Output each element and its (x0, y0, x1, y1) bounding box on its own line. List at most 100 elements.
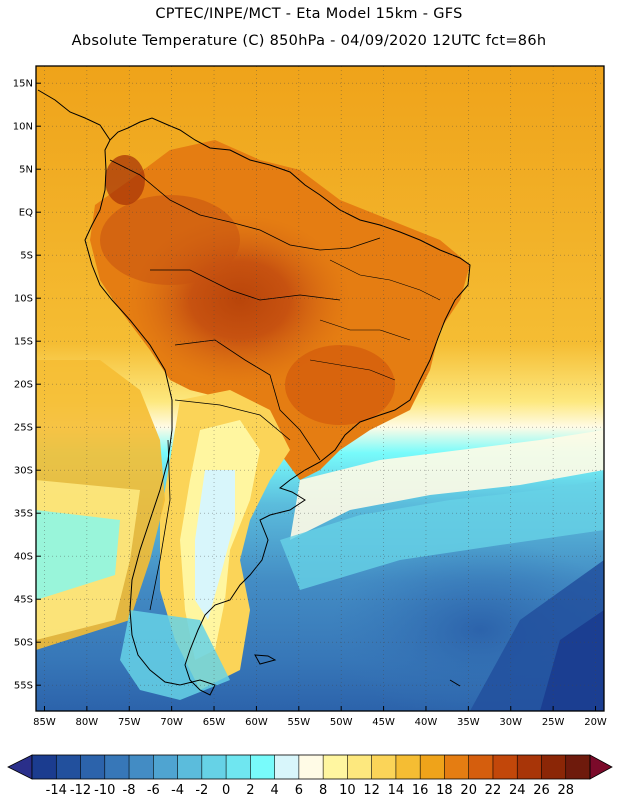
lat-tick-label: 30S (14, 466, 33, 477)
lon-tick-label: 40W (415, 717, 438, 728)
lat-tick-label: 15S (14, 337, 33, 348)
latitude-axis: 15N 10N 5N EQ 5S 10S 15S 20S 25S 30S 35S 40S 45S 50S 5… (13, 79, 41, 692)
colorbar-label: 20 (460, 783, 477, 798)
colorbar-swatch (517, 755, 542, 779)
colorbar-over-arrow (589, 754, 613, 780)
colorbar-label: 22 (485, 783, 502, 798)
lat-tick-label: 20S (14, 380, 33, 391)
colorbar-under-arrow (7, 754, 33, 780)
lon-tick-label: 25W (542, 717, 565, 728)
lon-tick-label: 45W (372, 717, 395, 728)
colorbar-label: -2 (195, 783, 208, 798)
map-frame (35, 65, 605, 712)
colorbar-swatch (444, 755, 470, 779)
colorbar-swatch (32, 755, 57, 779)
colorbar-label: 6 (295, 783, 303, 798)
colorbar-label: -6 (147, 783, 160, 798)
colorbar-label: -14 (46, 783, 67, 798)
border-argentina-north (174, 399, 291, 441)
colorbar-label: 18 (436, 783, 453, 798)
graticule (36, 66, 604, 711)
colorbar-swatch (468, 755, 494, 779)
colorbar-label: -4 (171, 783, 184, 798)
colorbar-swatch (492, 755, 518, 779)
cold-air-band (280, 480, 604, 590)
colorbar-swatch (395, 755, 421, 779)
front-band (290, 430, 604, 540)
colorbar-label: -12 (70, 783, 91, 798)
colorbar-swatch (129, 755, 154, 779)
hot-spot-colombia (105, 155, 145, 205)
patagonia-cool (195, 470, 235, 620)
lat-tick-label: 50S (14, 638, 33, 649)
colorbar-label: 10 (339, 783, 356, 798)
colorbar-label: 14 (388, 783, 405, 798)
lat-tick-label: 45S (14, 595, 33, 606)
lon-tick-label: 80W (76, 717, 99, 728)
colorbar-swatch (153, 755, 179, 779)
lat-tick-label: 55S (14, 681, 33, 692)
colorbar-label: 28 (557, 783, 574, 798)
colorbar-swatch (274, 755, 300, 779)
colorbar-swatch (298, 755, 324, 779)
title-line-2: Absolute Temperature (C) 850hPa - 04/09/… (71, 33, 547, 49)
brazil-state-borders (309, 259, 441, 381)
lat-tick-label: 5S (20, 251, 33, 262)
colorbar-label: 2 (246, 783, 254, 798)
lat-tick-label: 5N (19, 165, 33, 176)
colorbar-swatch (250, 755, 276, 779)
lon-tick-label: 50W (330, 717, 353, 728)
lon-tick-label: 65W (203, 717, 226, 728)
hot-core-amazon (100, 195, 240, 285)
lon-tick-label: 70W (160, 717, 183, 728)
lon-tick-label: 85W (33, 717, 56, 728)
colorbar-swatch (201, 755, 227, 779)
lon-tick-label: 35W (457, 717, 480, 728)
colorbar-label: 16 (412, 783, 429, 798)
colorbar-label: 4 (270, 783, 278, 798)
lat-tick-label: 10N (13, 122, 33, 133)
border-amazon (150, 269, 341, 301)
central-america-coast (37, 89, 111, 141)
colorbar-label: 0 (222, 783, 230, 798)
colorbar-label: 12 (363, 783, 380, 798)
coldest-region (540, 610, 604, 711)
lon-tick-label: 75W (118, 717, 141, 728)
lat-tick-label: 25S (14, 423, 33, 434)
colorbar-label: 26 (533, 783, 550, 798)
colorbar-swatch (371, 755, 397, 779)
colorbar-swatch (323, 755, 348, 779)
lat-tick-label: 15N (13, 79, 33, 90)
south-america-coast (84, 117, 471, 696)
border-bolivia-paraguay (174, 339, 321, 461)
south-georgia (449, 679, 461, 687)
border-north (109, 159, 381, 251)
lon-tick-label: 20W (584, 717, 607, 728)
colorbar-label: -8 (123, 783, 136, 798)
colorbar-label: -10 (94, 783, 115, 798)
lat-tick-label: 40S (14, 552, 33, 563)
colorbar-swatch (420, 755, 445, 779)
colorbar-swatch (56, 755, 82, 779)
falkland-islands (254, 654, 277, 665)
colorbar-swatch (80, 755, 106, 779)
colorbar-swatch (347, 755, 373, 779)
tierra-del-fuego-cool (120, 610, 230, 700)
colorbar: -14 -12 -10 -8 -6 -4 -2 0 2 4 6 8 10 12 14 16 18 20 22 24 26… (7, 754, 613, 798)
temperature-field (36, 66, 604, 711)
coastlines (37, 89, 471, 696)
colorbar-swatch (226, 755, 251, 779)
colorbar-swatch (565, 755, 591, 779)
colorbar-label: 8 (319, 783, 327, 798)
colorbar-swatch (541, 755, 567, 779)
pacific-cool-pocket (36, 510, 120, 600)
colorbar-swatch (104, 755, 130, 779)
lat-tick-label: 35S (14, 509, 33, 520)
lat-tick-label: EQ (19, 208, 33, 219)
title-line-1: CPTEC/INPE/MCT - Eta Model 15km - GFS (155, 6, 463, 22)
colorbar-swatch (177, 755, 203, 779)
lon-tick-label: 30W (499, 717, 522, 728)
longitude-axis: 85W 80W 75W 70W 65W 60W 55W 50W 45W 40W 35W 30W 25W 2… (33, 706, 607, 728)
warm-southern-brazil (285, 345, 395, 425)
